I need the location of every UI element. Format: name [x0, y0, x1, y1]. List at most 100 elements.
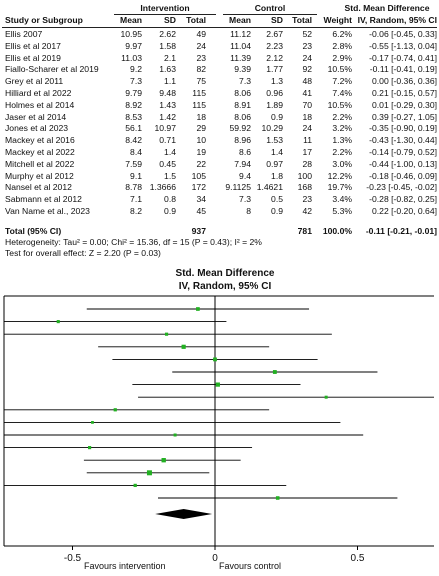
mean-control: 11.04 — [230, 40, 251, 51]
study-point-estimate — [173, 433, 177, 437]
weight: 2.2% — [332, 111, 352, 122]
overall-effect-test: Test for overall effect: Z = 2.20 (P = 0… — [5, 248, 161, 258]
study-name: Ellis et al 2019 — [5, 52, 61, 63]
study-point-estimate — [56, 320, 60, 324]
sd-intervention: 0.45 — [159, 158, 176, 169]
sd-intervention: 1.42 — [159, 111, 176, 122]
study-name: Mackey et al 2016 — [5, 135, 75, 146]
smd-ci: 0.00 [-0.36, 0.36] — [372, 76, 437, 87]
total-control: 52 — [302, 29, 312, 39]
study-point-estimate — [215, 382, 220, 387]
col-header-sd-intervention: SD — [164, 15, 176, 25]
col-header-mean-intervention: Mean — [120, 15, 142, 25]
mean-intervention: 9.97 — [125, 40, 142, 51]
smd-ci: 0.21 [-0.15, 0.57] — [372, 88, 437, 98]
sd-intervention: 1.1 — [164, 76, 176, 87]
weight: 19.7% — [327, 182, 352, 193]
study-point-estimate — [181, 344, 186, 349]
mean-control: 8.06 — [234, 88, 251, 98]
mean-control: 8.91 — [234, 99, 251, 110]
total-intervention: 115 — [192, 99, 206, 110]
smd-ci: 0.39 [-0.27, 1.05] — [372, 111, 437, 122]
col-header-study: Study or Subgroup — [5, 15, 83, 25]
mean-intervention: 8.2 — [130, 206, 142, 216]
smd-ci: -0.35 [-0.90, 0.19] — [369, 123, 437, 134]
total-intervention: 82 — [196, 64, 206, 75]
plot-title: Std. Mean Difference — [175, 268, 275, 279]
study-point-estimate — [196, 307, 200, 311]
study-name: Grey et al 2011 — [5, 76, 64, 87]
total-control: 168 — [297, 182, 312, 193]
mean-control: 8 — [246, 206, 251, 216]
study-name: Nansel et al 2012 — [5, 182, 72, 193]
smd-ci: -0.28 [-0.82, 0.25] — [369, 194, 437, 205]
plot-subtitle: IV, Random, 95% CI — [178, 281, 272, 292]
total-n-intervention: 937 — [191, 226, 206, 236]
weight: 1.3% — [332, 135, 352, 146]
weight: 10.5% — [327, 99, 352, 110]
smd-ci: 0.22 [-0.20, 0.64] — [372, 206, 437, 216]
sd-control: 0.97 — [266, 158, 283, 169]
sd-intervention: 2.62 — [159, 29, 176, 39]
sd-intervention: 0.8 — [164, 194, 176, 205]
study-point-estimate — [91, 421, 94, 424]
weight: 2.2% — [332, 147, 352, 157]
sd-control: 10.29 — [261, 123, 283, 134]
study-point-estimate — [272, 370, 277, 374]
sd-control: 1.77 — [266, 64, 283, 75]
total-intervention: 29 — [196, 123, 206, 134]
total-control: 41 — [302, 88, 312, 98]
study-name: Ellis et al 2017 — [5, 40, 61, 51]
mean-control: 11.39 — [230, 52, 251, 63]
sd-control: 2.12 — [266, 52, 283, 63]
sd-intervention: 0.9 — [164, 206, 176, 216]
total-intervention: 10 — [196, 135, 206, 146]
sd-intervention: 2.1 — [164, 52, 176, 63]
sd-control: 0.5 — [271, 194, 283, 205]
mean-intervention: 9.1 — [130, 170, 142, 181]
total-intervention: 49 — [196, 29, 206, 39]
sd-intervention: 0.71 — [159, 135, 176, 146]
weight: 6.2% — [332, 29, 352, 39]
mean-intervention: 7.59 — [125, 158, 142, 169]
study-point-estimate — [213, 357, 217, 362]
total-control: 92 — [302, 64, 312, 75]
sd-control: 1.4621 — [256, 182, 283, 193]
mean-intervention: 9.2 — [130, 64, 142, 75]
col-header-mean-control: Mean — [229, 15, 251, 25]
total-intervention: 75 — [196, 76, 206, 87]
study-point-estimate — [88, 446, 92, 450]
mean-intervention: 8.92 — [125, 99, 142, 110]
study-name: Jones et al 2023 — [5, 123, 69, 134]
study-point-estimate — [324, 395, 328, 399]
col-header-total-control: Total — [292, 15, 312, 25]
heterogeneity-stats: Heterogeneity: Tau² = 0.00; Chi² = 15.36… — [5, 237, 262, 247]
sd-control: 2.67 — [266, 29, 283, 39]
col-header-weight: Weight — [323, 15, 352, 25]
col-header-ci: IV, Random, 95% CI — [357, 15, 437, 25]
total-label: Total (95% CI) — [5, 226, 62, 236]
smd-ci: -0.17 [-0.74, 0.41] — [369, 52, 437, 63]
mean-intervention: 8.42 — [125, 135, 142, 146]
study-name: Ellis 2007 — [5, 29, 43, 39]
smd-ci: -0.14 [-0.79, 0.52] — [369, 147, 437, 157]
smd-group-header: Std. Mean Difference — [344, 3, 430, 13]
sd-intervention: 9.48 — [159, 88, 176, 98]
smd-ci: -0.55 [-1.13, 0.04] — [369, 40, 437, 51]
intervention-header-rule — [114, 14, 216, 15]
smd-ci: -0.18 [-0.46, 0.09] — [369, 170, 437, 181]
mean-control: 7.3 — [239, 76, 251, 87]
total-control: 70 — [302, 99, 312, 110]
study-name: Jaser et al 2014 — [5, 111, 67, 122]
favours-intervention-label: Favours intervention — [84, 561, 166, 571]
total-control: 24 — [302, 52, 312, 63]
header-bottom-rule — [2, 27, 437, 28]
mean-intervention: 7.3 — [130, 76, 142, 87]
smd-ci: -0.44 [-1.00, 0.13] — [369, 158, 437, 169]
sd-intervention: 1.58 — [159, 40, 176, 51]
total-intervention: 34 — [196, 194, 206, 205]
mean-control: 9.39 — [234, 64, 251, 75]
mean-control: 7.3 — [239, 194, 251, 205]
sd-control: 1.89 — [266, 99, 283, 110]
